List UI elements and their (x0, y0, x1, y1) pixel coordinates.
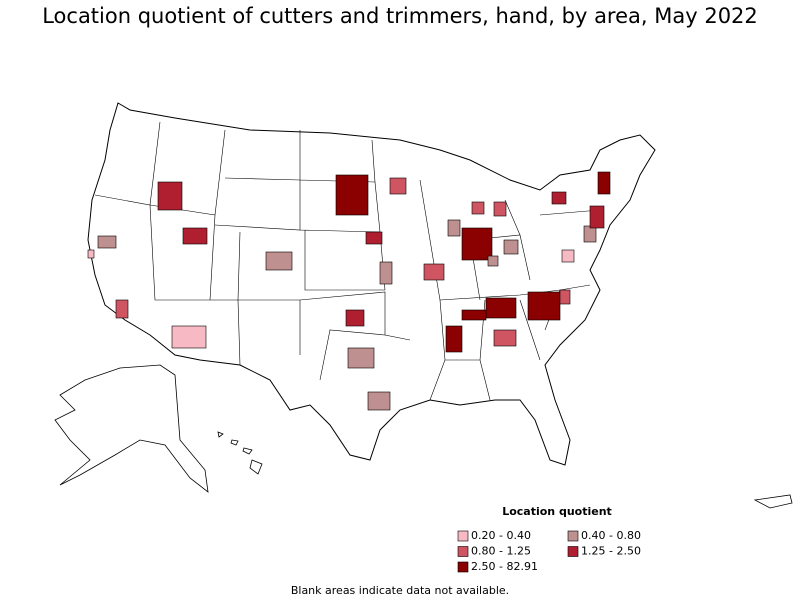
area (389, 177, 407, 195)
area (265, 251, 293, 271)
puerto-rico (753, 494, 793, 509)
legend-swatch (457, 546, 469, 557)
hawaii (217, 431, 263, 475)
lower-48-outline (87, 102, 656, 466)
legend-swatch (567, 530, 579, 542)
area (493, 329, 517, 347)
area (597, 171, 611, 195)
legend-swatch (457, 530, 469, 542)
footnote: Blank areas indicate data not available. (291, 584, 509, 597)
area (527, 291, 561, 321)
area (345, 309, 365, 327)
legend-swatch (457, 561, 469, 573)
area (461, 227, 493, 261)
area (485, 297, 517, 319)
area (559, 289, 571, 305)
area (87, 249, 95, 259)
area (379, 261, 393, 285)
area (461, 309, 487, 321)
legend-label: 1.25 - 2.50 (581, 545, 641, 558)
area (561, 249, 575, 263)
area (447, 219, 461, 237)
area (503, 239, 519, 255)
legend-swatch (567, 546, 579, 557)
legend-label: 2.50 - 82.91 (471, 560, 538, 573)
area (157, 181, 183, 211)
state-lines (94, 121, 601, 401)
area (182, 227, 208, 245)
area (493, 201, 507, 217)
map (54, 102, 793, 509)
map-title: Location quotient of cutters and trimmer… (42, 4, 758, 28)
area (365, 231, 383, 245)
area (115, 299, 129, 319)
area (171, 325, 207, 349)
area (347, 347, 375, 369)
legend: Location quotient 0.20 - 0.40 0.40 - 0.80… (457, 505, 641, 573)
area (367, 391, 391, 411)
areas (87, 171, 611, 411)
legend-label: 0.40 - 0.80 (581, 529, 641, 542)
legend-title: Location quotient (502, 505, 612, 518)
area (335, 174, 369, 216)
area (471, 201, 485, 215)
area (445, 325, 463, 353)
area (589, 205, 605, 229)
area (487, 255, 499, 267)
legend-label: 0.20 - 0.40 (471, 529, 531, 542)
area (423, 263, 445, 281)
alaska (54, 364, 209, 493)
area (551, 191, 567, 205)
legend-label: 0.80 - 1.25 (471, 545, 531, 558)
area (97, 235, 117, 249)
area (583, 225, 597, 243)
